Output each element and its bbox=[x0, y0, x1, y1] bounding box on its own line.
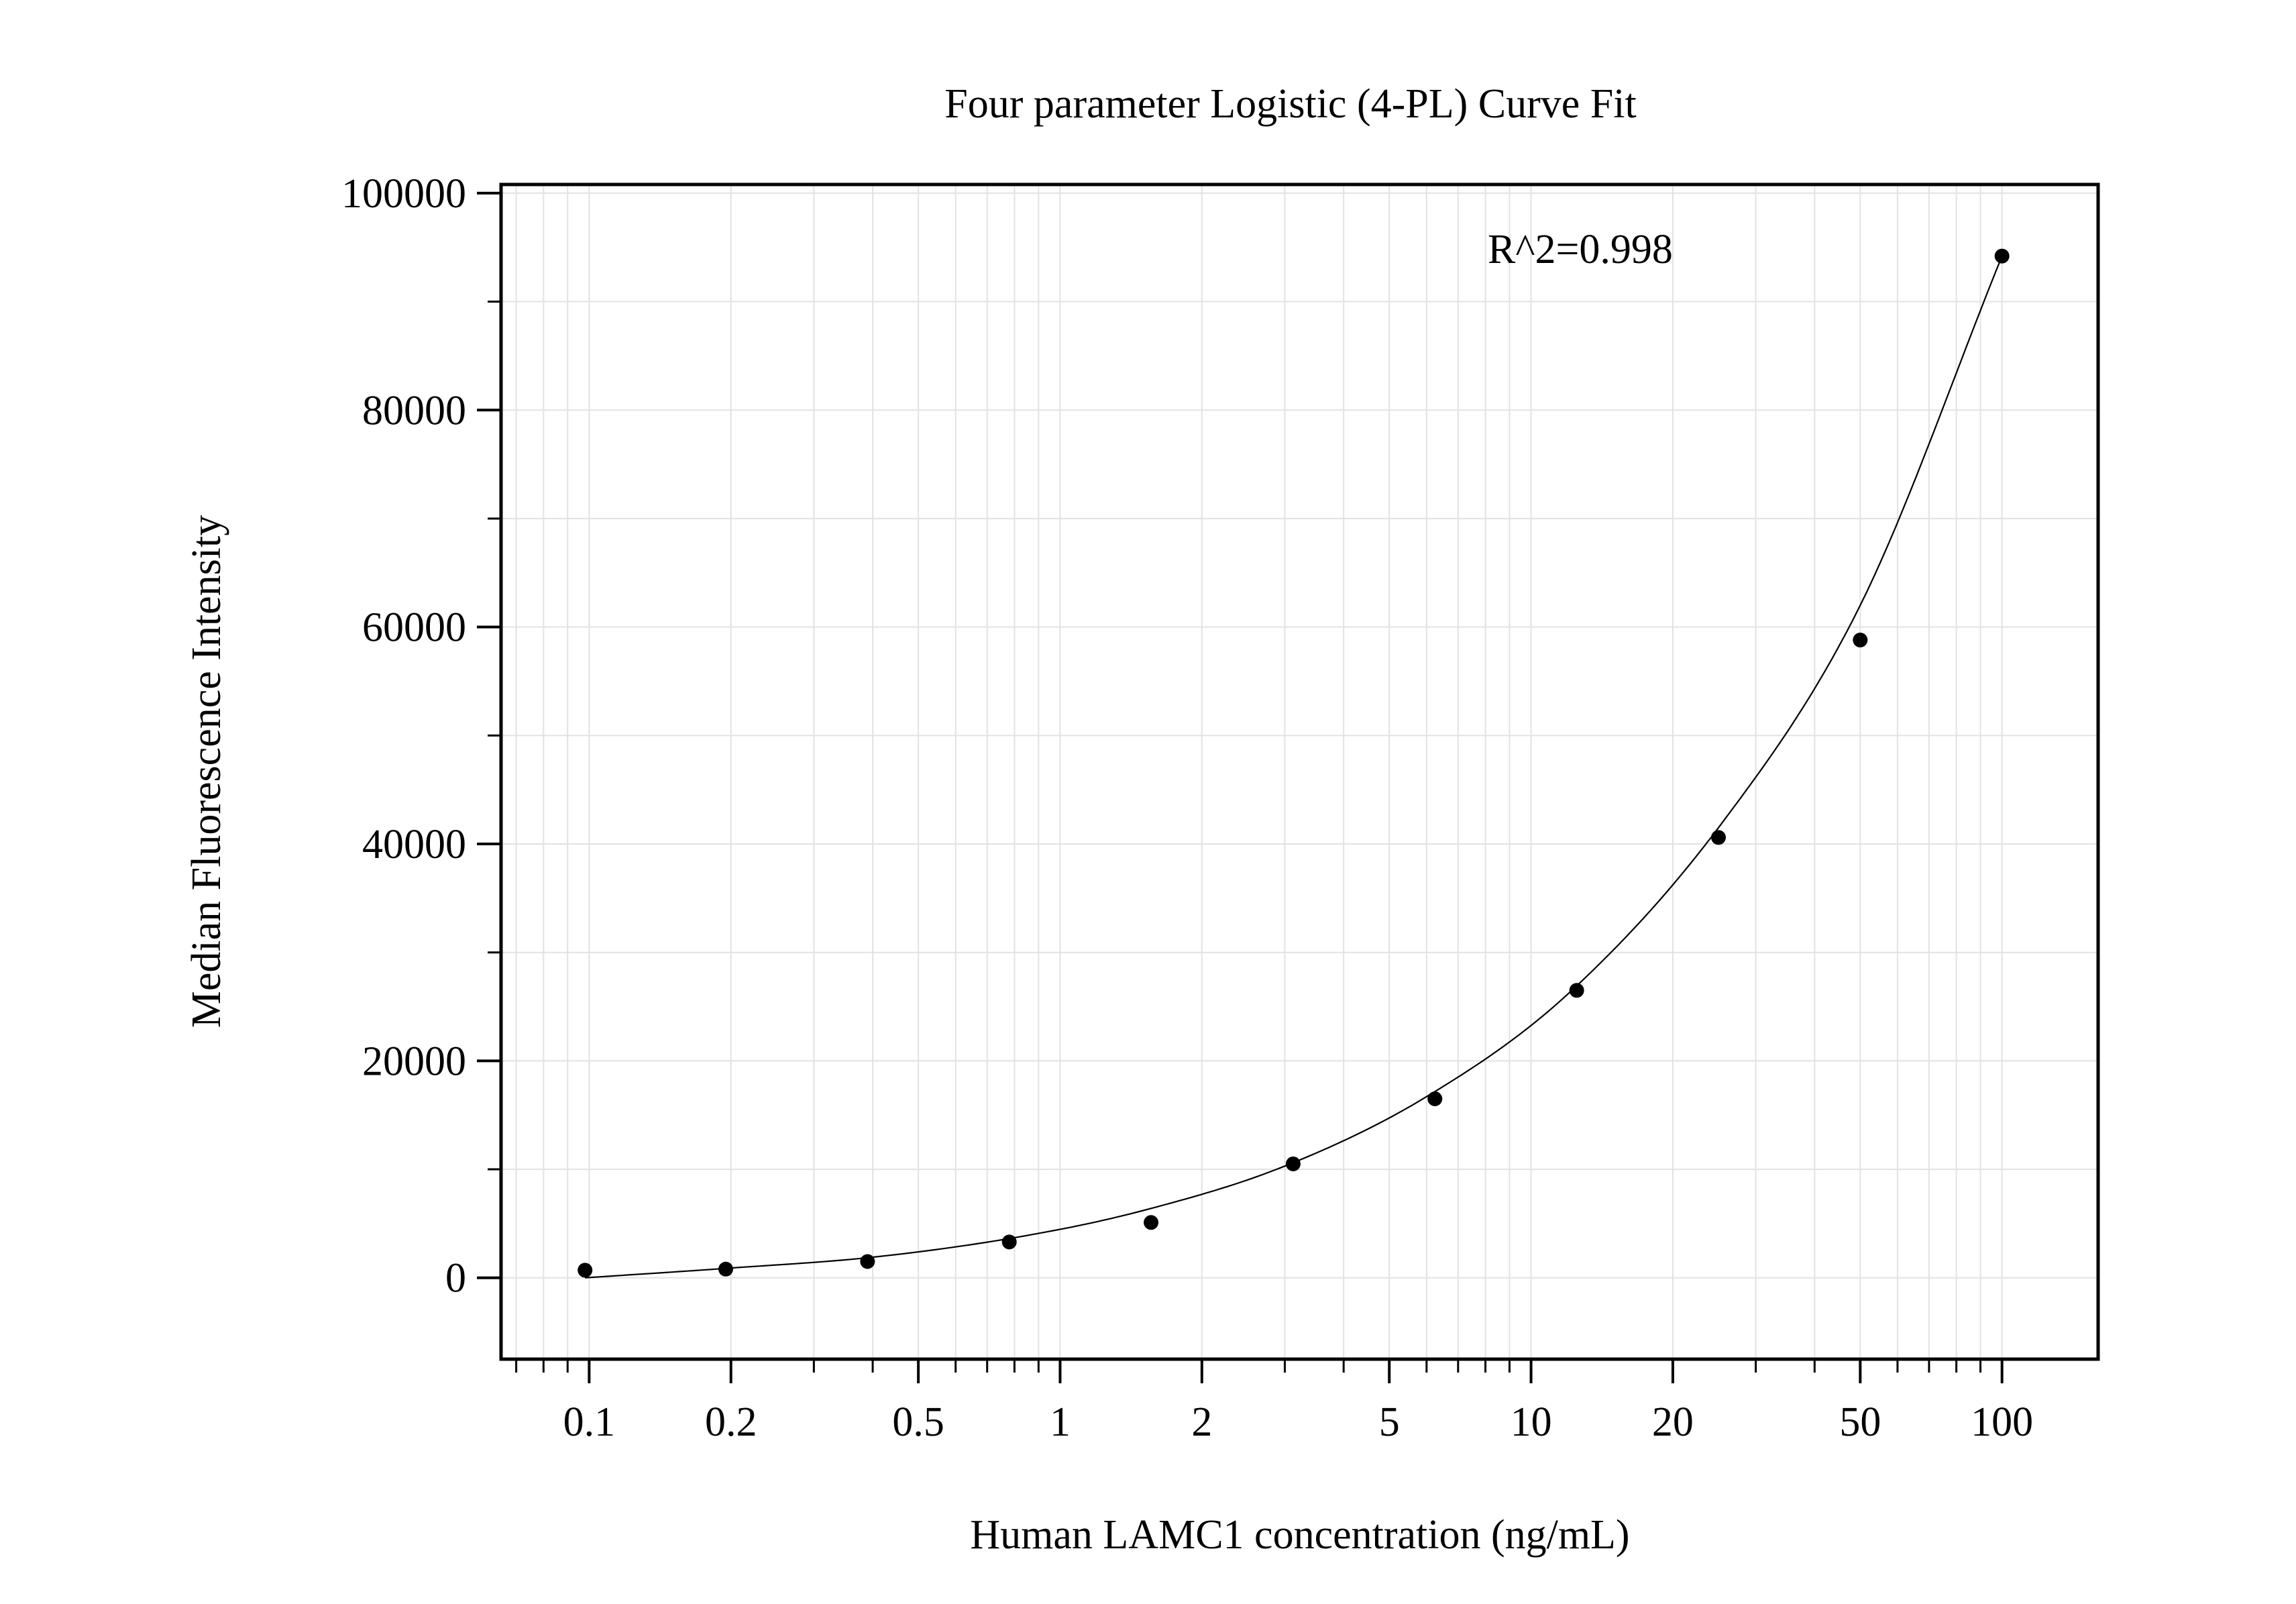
x-tick-label: 50 bbox=[1839, 1399, 1881, 1445]
y-tick-label: 40000 bbox=[362, 822, 466, 867]
x-minor-ticks bbox=[515, 1359, 2004, 1373]
x-tick-label: 10 bbox=[1511, 1399, 1552, 1445]
grid bbox=[501, 184, 2098, 1359]
x-tick-label: 0.5 bbox=[892, 1399, 944, 1445]
x-major-ticks bbox=[588, 1359, 2004, 1383]
x-tick-label: 100 bbox=[1971, 1399, 2033, 1445]
y-tick-label: 20000 bbox=[362, 1038, 466, 1084]
plot-frame bbox=[499, 182, 2100, 1361]
data-point bbox=[1427, 1091, 1443, 1106]
data-point bbox=[1285, 1156, 1301, 1171]
y-axis-label: Median Fluorescence Intensity bbox=[184, 515, 229, 1028]
x-axis-label: Human LAMC1 concentration (ng/mL) bbox=[970, 1512, 1629, 1558]
data-point bbox=[1853, 633, 1868, 648]
data-point bbox=[1001, 1234, 1017, 1250]
x-tick-label: 1 bbox=[1050, 1399, 1071, 1445]
x-tick-label: 0.2 bbox=[705, 1399, 757, 1445]
data-point bbox=[1569, 983, 1584, 998]
x-tick-label: 2 bbox=[1191, 1399, 1212, 1445]
x-tick-label: 0.1 bbox=[563, 1399, 616, 1445]
data-point bbox=[1994, 248, 2010, 264]
y-major-ticks bbox=[477, 191, 501, 1279]
fit-annotation: R^2=0.998 bbox=[1488, 227, 1673, 272]
chart-title: Four parameter Logistic (4-PL) Curve Fit bbox=[944, 81, 1636, 127]
data-point bbox=[578, 1263, 593, 1278]
y-minor-ticks bbox=[488, 301, 501, 1171]
data-point bbox=[718, 1261, 733, 1277]
y-tick-label: 0 bbox=[445, 1256, 466, 1301]
data-point bbox=[1144, 1215, 1159, 1230]
y-tick-label: 80000 bbox=[362, 388, 466, 433]
x-tick-labels: 0.1 0.2 0.5 1 2 5 10 20 50 100 bbox=[563, 1399, 2034, 1445]
y-tick-label: 100000 bbox=[341, 171, 466, 217]
y-tick-labels: 0 20000 40000 60000 80000 100000 bbox=[341, 171, 466, 1301]
data-points bbox=[578, 248, 2010, 1278]
y-tick-label: 60000 bbox=[362, 605, 466, 651]
fit-curve bbox=[585, 256, 2003, 1279]
data-point bbox=[1710, 830, 1726, 845]
data-point bbox=[860, 1254, 875, 1269]
x-tick-label: 20 bbox=[1652, 1399, 1694, 1445]
x-tick-label: 5 bbox=[1379, 1399, 1400, 1445]
